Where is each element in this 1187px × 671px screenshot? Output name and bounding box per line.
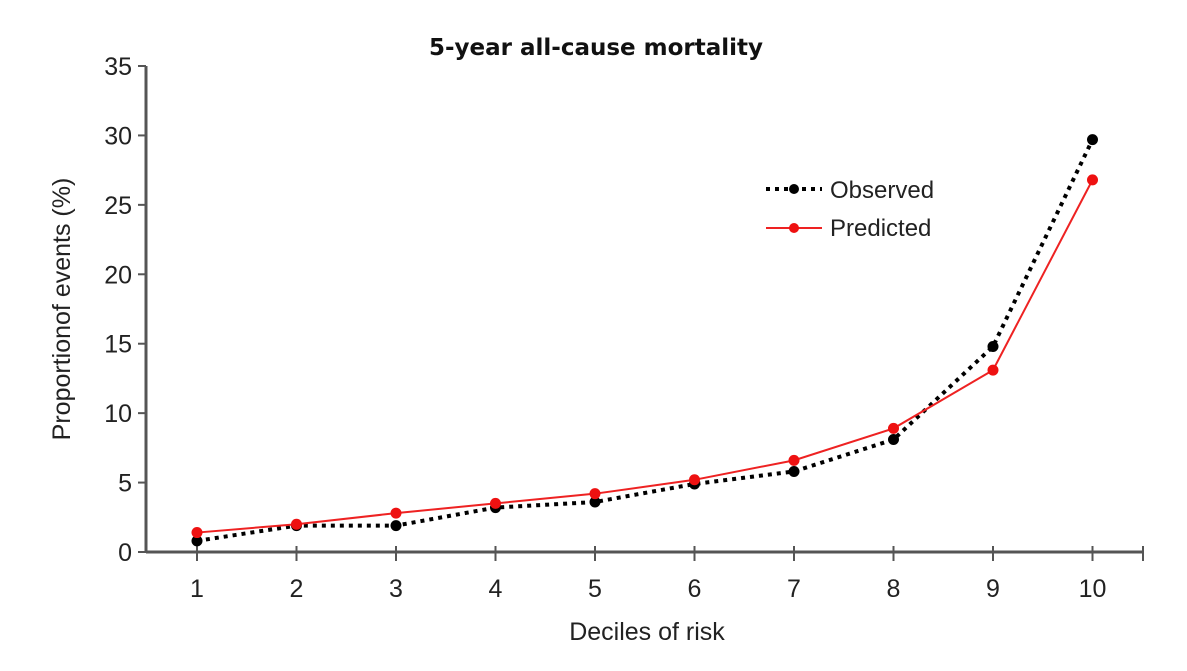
y-axis-label: Proportionof events (%)	[48, 178, 76, 441]
data-point-observed	[987, 340, 999, 352]
x-tick-label: 10	[1079, 575, 1107, 603]
x-tick-label: 1	[190, 575, 204, 603]
x-tick-label: 3	[389, 575, 403, 603]
series-line-observed	[196, 138, 1095, 543]
legend-observed-label: Observed	[830, 177, 934, 204]
y-tick-label: 35	[104, 53, 132, 81]
data-point-predicted	[589, 488, 601, 500]
x-tick-label: 5	[588, 575, 602, 603]
y-tick-label: 10	[104, 400, 132, 428]
x-tick-label: 7	[787, 575, 801, 603]
chart-title: 5-year all-cause mortality	[429, 35, 763, 61]
data-point-observed	[589, 496, 601, 508]
data-point-predicted	[788, 454, 800, 466]
data-point-predicted	[689, 474, 700, 486]
y-tick-label: 20	[104, 261, 132, 289]
data-point-observed	[1087, 134, 1098, 146]
series-line-predicted	[196, 179, 1094, 534]
series-predicted	[191, 174, 1098, 539]
legend-item-observed: Observed	[766, 177, 934, 204]
y-axis: 0 5 10 15 20 25 30 35	[104, 53, 148, 567]
data-point-predicted	[1087, 174, 1098, 186]
x-axis: 1 2 3 4 5 6 7 8 9 10	[146, 546, 1144, 603]
data-point-predicted	[490, 497, 501, 509]
legend: Observed Predicted	[766, 177, 934, 242]
y-tick-label: 15	[104, 331, 132, 359]
data-point-predicted	[291, 518, 302, 530]
series-observed	[191, 134, 1098, 547]
y-tick-label: 25	[104, 192, 132, 220]
data-point-predicted	[390, 507, 402, 519]
x-tick-label: 4	[489, 575, 503, 603]
data-point-observed	[191, 535, 203, 547]
data-point-predicted	[888, 422, 899, 434]
legend-item-predicted: Predicted	[766, 215, 931, 242]
data-point-observed	[788, 465, 800, 477]
legend-observed-marker	[789, 184, 799, 194]
y-tick-label: 5	[118, 470, 132, 498]
data-point-observed	[888, 434, 899, 446]
data-point-observed	[390, 520, 402, 532]
series-layer	[191, 134, 1098, 547]
x-tick-label: 9	[986, 575, 1000, 603]
y-tick-label: 0	[118, 539, 132, 567]
y-tick-label: 30	[104, 122, 132, 150]
x-tick-label: 2	[290, 575, 304, 603]
x-tick-label: 8	[887, 575, 901, 603]
legend-predicted-marker	[789, 223, 799, 233]
data-point-predicted	[191, 527, 203, 539]
legend-predicted-label: Predicted	[830, 215, 931, 242]
x-tick-label: 6	[688, 575, 702, 603]
data-point-predicted	[987, 364, 999, 376]
x-axis-label: Deciles of risk	[569, 618, 725, 646]
